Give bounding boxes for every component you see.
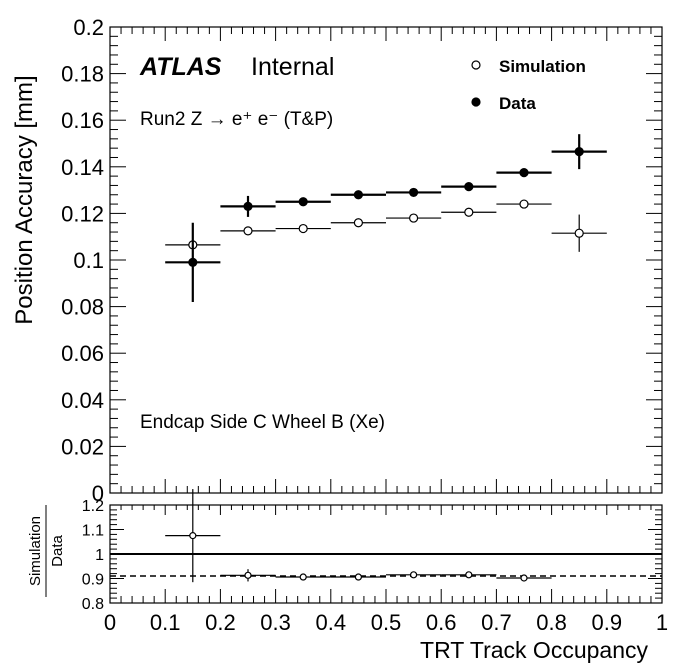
ratio-point [165, 489, 221, 583]
main-y-tick-label: 0.18 [61, 62, 104, 87]
simulation-point [551, 214, 607, 252]
ratio-label-denominator: Data [49, 535, 66, 567]
ratio-data-markers [165, 489, 552, 583]
simulation-marker [464, 207, 474, 217]
data-point [551, 134, 607, 170]
simulation-point [330, 218, 386, 228]
ratio-axis-ticks [109, 504, 663, 604]
main-y-tick-label: 0.14 [61, 155, 104, 180]
ratio-marker [520, 574, 528, 582]
region-label: Endcap Side C Wheel B (Xe) [140, 412, 385, 433]
main-data-markers [165, 134, 607, 302]
ratio-point [330, 573, 386, 581]
ratio-point [386, 571, 442, 579]
atlas-label: ATLAS [139, 53, 222, 81]
x-tick-label: 0 [104, 610, 116, 635]
ratio-marker [189, 532, 197, 540]
main-y-tick-label: 0.12 [61, 201, 104, 226]
ratio-y-tick-label: 1.1 [82, 523, 104, 540]
x-tick-label: 0.5 [371, 610, 402, 635]
main-y-tick-label: 0.04 [61, 388, 104, 413]
ratio-point [496, 574, 552, 582]
data-marker [409, 187, 419, 198]
data-point [330, 190, 386, 200]
main-y-tick-label: 0 [92, 481, 104, 506]
x-tick-label: 1 [656, 610, 668, 635]
main-y-tick-label: 0.06 [61, 341, 104, 366]
data-point [386, 187, 442, 198]
data-marker [298, 197, 308, 207]
internal-label: Internal [251, 53, 334, 81]
main-plot-panel: 00.020.040.060.080.10.120.140.160.180.2 … [11, 15, 663, 506]
process-label: Run2 Z → e⁺ e⁻ (T&P) [140, 109, 333, 130]
x-tick-label: 0.9 [592, 610, 623, 635]
x-tick-label: 0.2 [205, 610, 236, 635]
x-tick-label: 0.7 [481, 610, 512, 635]
y-axis-label: Position Accuracy [mm] [11, 75, 38, 324]
simulation-marker [409, 213, 419, 223]
x-tick-label: 0.1 [150, 610, 181, 635]
ratio-y-tick-label: 0.9 [82, 572, 104, 589]
main-y-tick-label: 0.08 [61, 295, 104, 320]
ratio-label-numerator: Simulation [27, 516, 44, 586]
data-marker [188, 257, 198, 267]
ratio-marker [410, 571, 418, 579]
simulation-marker [519, 199, 529, 209]
legend-data-marker [471, 97, 481, 107]
main-y-tick-label: 0.1 [73, 248, 104, 273]
x-tick-label: 0.4 [316, 610, 347, 635]
legend-simulation-label: Simulation [499, 57, 586, 76]
simulation-point [275, 223, 331, 234]
simulation-point [441, 207, 497, 217]
data-point [441, 182, 497, 192]
simulation-point [386, 213, 442, 223]
simulation-point [496, 199, 552, 209]
ratio-y-tick-label: 0.8 [82, 596, 104, 613]
ratio-marker [465, 571, 473, 579]
ratio-y-tick-labels: 0.8 0.9 1 1.1 1.2 [82, 498, 104, 613]
data-marker [243, 201, 253, 212]
ratio-y-tick-label: 1.2 [82, 498, 104, 515]
legend-simulation-marker [471, 60, 481, 70]
ratio-point [441, 571, 497, 579]
x-tick-label: 0.3 [260, 610, 291, 635]
data-marker [574, 147, 584, 157]
data-point [165, 222, 221, 302]
main-y-tick-label: 0.16 [61, 108, 104, 133]
ratio-point [220, 569, 276, 582]
legend-data-label: Data [499, 94, 536, 113]
data-marker [464, 182, 474, 192]
data-point [275, 197, 331, 207]
data-marker [353, 190, 363, 200]
main-y-tick-label: 0.2 [73, 15, 104, 40]
x-tick-labels: 0 0.1 0.2 0.3 0.4 0.5 0.6 0.7 0.8 0.9 1 [104, 610, 668, 635]
ratio-point [275, 573, 331, 581]
main-axis-ticks [109, 26, 663, 494]
x-tick-label: 0.6 [426, 610, 457, 635]
simulation-marker [243, 226, 253, 236]
ratio-marker [354, 573, 362, 581]
data-point [496, 168, 552, 178]
ratio-y-tick-label: 1 [95, 547, 104, 564]
simulation-marker [298, 223, 308, 234]
ratio-y-axis-label: Simulation Data [27, 505, 66, 597]
simulation-point [220, 226, 276, 236]
ratio-plot-panel: 0.8 0.9 1 1.1 1.2 Simulation Data 0 0.1 0.2 0.3… [27, 489, 668, 663]
ratio-marker [244, 571, 252, 579]
main-y-tick-label: 0.02 [61, 434, 104, 459]
x-axis-label: TRT Track Occupancy [420, 637, 648, 663]
ratio-reference-lines [110, 553, 662, 577]
ratio-marker [299, 573, 307, 581]
legend: Simulation Data [471, 57, 586, 113]
data-point [220, 195, 276, 217]
data-marker [519, 168, 529, 178]
main-y-tick-labels: 0 0.02 0.04 0.06 0.08 0.1 0.12 0.14 0.16 0.18 0.2 [61, 15, 104, 506]
simulation-marker [574, 228, 584, 238]
simulation-marker [353, 218, 363, 228]
x-tick-label: 0.8 [536, 610, 567, 635]
